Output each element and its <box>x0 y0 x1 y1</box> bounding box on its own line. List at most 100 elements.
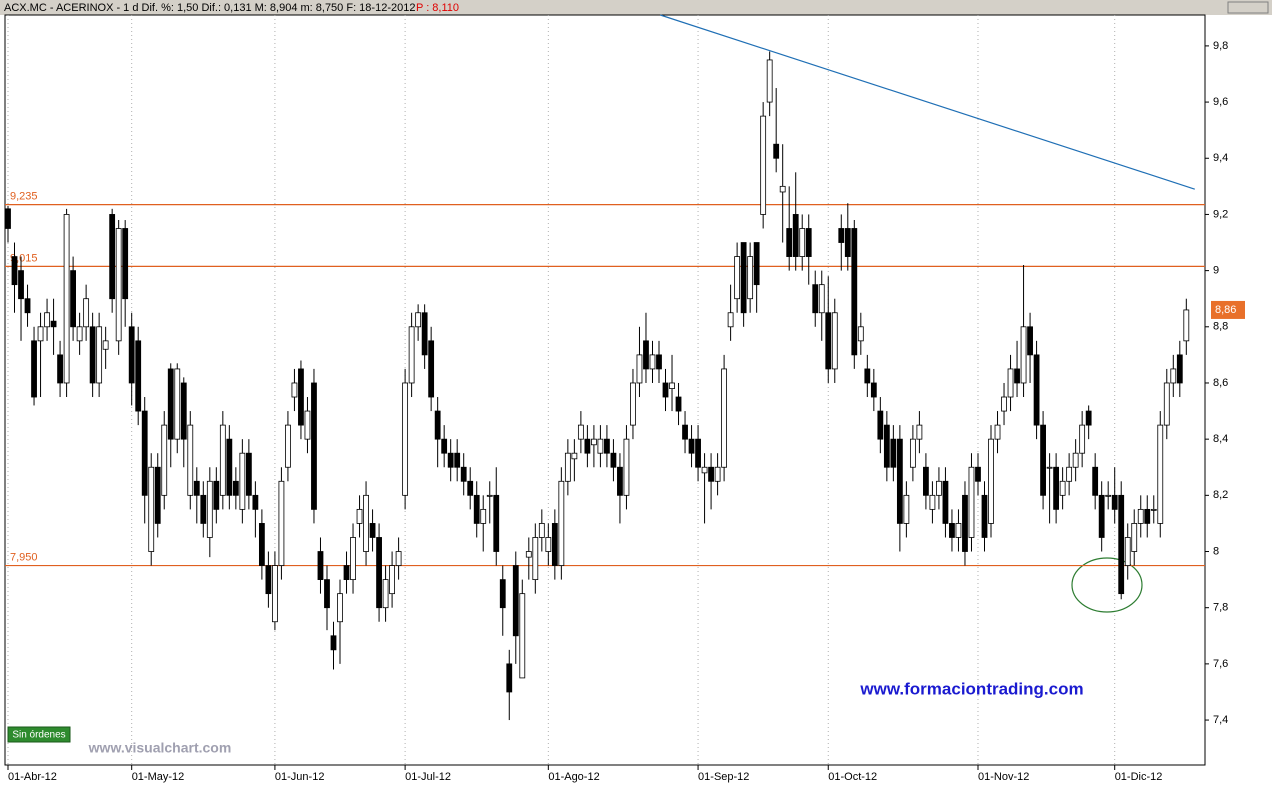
candle-body <box>11 256 18 286</box>
candle-body <box>786 228 793 257</box>
candle-body <box>675 396 682 412</box>
plot-area <box>4 14 1206 766</box>
candle-body <box>44 312 50 328</box>
candle-body <box>291 382 298 398</box>
candle-body <box>18 270 24 300</box>
candle-body <box>330 635 337 651</box>
candle-body <box>512 565 519 637</box>
candle-body <box>870 382 877 398</box>
candle-body <box>337 593 343 623</box>
window-controls[interactable] <box>1227 1 1269 14</box>
candle-body <box>617 466 623 496</box>
candle-body <box>115 228 122 342</box>
candle-body <box>838 228 845 243</box>
candle-body <box>564 452 571 482</box>
candle-body <box>154 466 161 524</box>
candle-body <box>298 368 304 426</box>
candle-body <box>538 523 545 538</box>
candle-body <box>968 466 975 538</box>
candle-body <box>643 340 649 370</box>
candle-body <box>981 494 988 538</box>
candle-body <box>1020 326 1027 384</box>
candle-body <box>83 298 90 328</box>
candle-body <box>929 494 936 510</box>
candle-body <box>1098 494 1105 538</box>
highlight-ellipse <box>1071 557 1143 613</box>
candle-body <box>1079 424 1086 454</box>
candle-body <box>50 320 57 328</box>
candle-body <box>161 424 168 496</box>
candle-body <box>994 424 1001 440</box>
candle-body <box>213 480 220 510</box>
candle-body <box>167 368 174 440</box>
candle-body <box>708 466 714 482</box>
candle-body <box>734 256 741 300</box>
candle-body <box>5 208 11 229</box>
candle-body <box>1131 523 1138 552</box>
candle-body <box>1059 480 1066 496</box>
candle-body <box>975 466 981 482</box>
candle-body <box>825 312 832 370</box>
x-tick-label: 01-Abr-12 <box>8 771 57 783</box>
candle-body <box>317 551 324 581</box>
candle-body <box>408 326 415 384</box>
candle-body <box>441 438 448 454</box>
y-tick-label: 7,8 <box>1213 602 1228 614</box>
candle-body <box>1040 424 1046 496</box>
candle-body <box>122 228 129 300</box>
candle-body <box>480 508 487 524</box>
candle-body <box>916 424 923 440</box>
candle-body <box>753 242 760 286</box>
candle-body <box>812 284 819 314</box>
candle-body <box>245 452 252 496</box>
candle-body <box>532 537 539 581</box>
candle-body <box>37 326 44 342</box>
orders-button-label[interactable]: Sin órdenes <box>12 730 65 741</box>
candle-body <box>324 579 330 609</box>
candle-body <box>890 438 897 468</box>
candle-body <box>219 424 226 496</box>
candle-body <box>721 368 727 468</box>
candle-body <box>467 480 474 496</box>
header-bar <box>0 0 1272 15</box>
candle-body <box>766 59 773 103</box>
candle-body <box>421 312 428 356</box>
y-tick-label: 9 <box>1213 265 1219 277</box>
candle-body <box>187 424 194 496</box>
y-tick-label: 8,2 <box>1213 489 1228 501</box>
candle-body <box>519 593 526 679</box>
orders-button[interactable] <box>7 726 71 743</box>
candle-body <box>597 438 604 454</box>
candle-body <box>623 438 630 496</box>
candle-body <box>656 354 662 370</box>
candle-body <box>1170 368 1177 384</box>
y-tick-label: 8,8 <box>1213 321 1228 333</box>
candle-body <box>844 228 851 257</box>
candle-body <box>369 523 376 538</box>
candle-body <box>669 382 675 389</box>
watermark: www.formaciontrading.com <box>859 679 1083 698</box>
candle-body <box>740 242 747 314</box>
candle-body <box>747 256 754 300</box>
candle-body <box>415 312 422 328</box>
candle-body <box>486 494 493 497</box>
candle-body <box>1001 396 1007 412</box>
level-label: 9,235 <box>10 191 38 203</box>
y-tick-label: 9,4 <box>1213 152 1228 164</box>
candle-body <box>1014 368 1020 384</box>
candle-body <box>128 326 135 384</box>
candle-body <box>363 494 369 552</box>
candle-body <box>792 214 799 257</box>
candle-body <box>499 579 506 609</box>
candle-body <box>272 565 278 623</box>
candle-body <box>591 438 597 446</box>
candle-body <box>688 438 695 454</box>
y-tick-label: 9,2 <box>1213 208 1228 220</box>
candle-body <box>799 228 806 257</box>
candle-body <box>805 228 812 257</box>
candle-body <box>714 466 721 482</box>
candle-body <box>226 438 233 496</box>
last-price-label: 8,86 <box>1215 304 1236 316</box>
candle-body <box>506 663 513 693</box>
